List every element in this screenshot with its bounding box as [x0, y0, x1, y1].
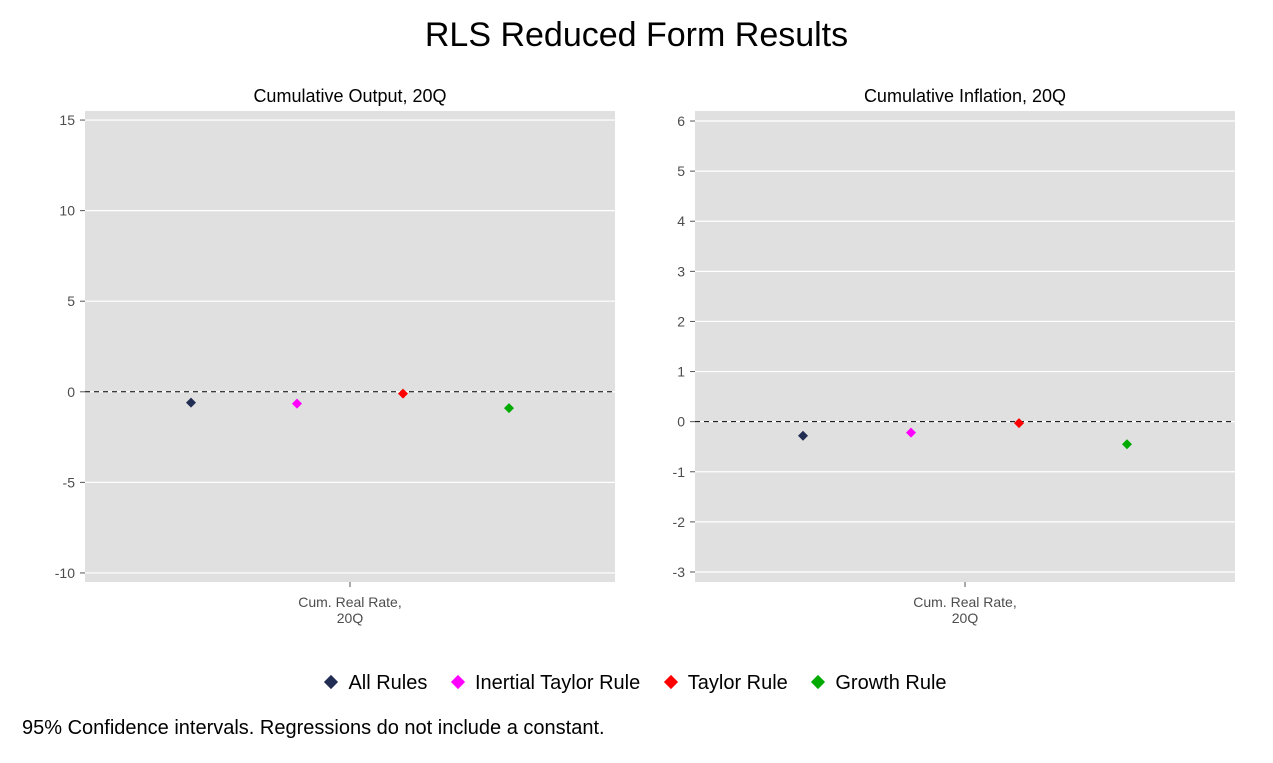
legend-item-all-rules: All Rules — [324, 672, 428, 695]
point-inertial-taylor — [292, 398, 302, 409]
caption: 95% Confidence intervals. Regressions do… — [22, 717, 605, 739]
legend-item-growth: Growth Rule — [811, 672, 947, 695]
chart-title: RLS Reduced Form Results — [424, 16, 849, 54]
legend-key-taylor — [663, 674, 678, 689]
x-tick-label: Cum. Real Rate, — [913, 594, 1016, 610]
point-all-rules — [186, 397, 196, 408]
x-tick-label: 20Q — [952, 610, 979, 626]
point-inertial-taylor — [906, 427, 916, 438]
y-tick-label: 5 — [677, 163, 685, 179]
panel-title: Cumulative Output, 20Q — [253, 86, 446, 106]
point-all-rules — [798, 430, 808, 441]
y-tick-label: 1 — [677, 364, 685, 380]
y-tick-label: 10 — [59, 203, 75, 219]
legend-item-inertial-taylor: Inertial Taylor Rule — [450, 672, 641, 695]
y-tick-label: 4 — [677, 213, 685, 229]
legend-label-inertial-taylor: Inertial Taylor Rule — [474, 672, 641, 694]
x-tick-label: 20Q — [337, 610, 364, 626]
y-tick-label: 0 — [67, 384, 75, 400]
x-tick-label: Cum. Real Rate, — [298, 594, 401, 610]
legend-label-taylor: Taylor Rule — [687, 672, 788, 694]
legend-key-inertial-taylor — [450, 674, 466, 689]
panel-title: Cumulative Inflation, 20Q — [864, 86, 1066, 106]
y-tick-label: 3 — [677, 263, 685, 279]
legend-label-growth: Growth Rule — [835, 672, 947, 694]
panel-output: Cumulative Output, 20Q -10 -5 0 5 10 15 Cum. Re… — [55, 86, 615, 626]
legend-item-taylor: Taylor Rule — [663, 672, 788, 695]
legend-label-all-rules: All Rules — [348, 672, 428, 694]
point-taylor — [398, 388, 408, 399]
y-tick-label: 15 — [59, 112, 75, 128]
legend-key-all-rules — [324, 674, 339, 689]
y-tick-label: -2 — [673, 514, 686, 530]
y-tick-label: 2 — [677, 313, 685, 329]
point-growth — [504, 403, 514, 414]
panel-background — [85, 111, 615, 582]
legend: All Rules Inertial Taylor Rule Taylor Ru… — [0, 672, 1273, 695]
legend-key-growth — [811, 674, 826, 689]
y-tick-label: -5 — [63, 474, 76, 490]
panel-inflation: Cumulative Inflation, 20Q -3 -2 -1 0 1 2 3 4 5 6 Cu… — [673, 86, 1235, 626]
y-tick-label: -1 — [673, 464, 686, 480]
point-growth — [1122, 439, 1132, 450]
y-tick-label: -10 — [55, 565, 75, 581]
y-tick-label: 5 — [67, 293, 75, 309]
y-tick-label: 0 — [677, 414, 685, 430]
y-tick-label: -3 — [673, 564, 686, 580]
panel-background — [695, 111, 1235, 582]
y-tick-label: 6 — [677, 113, 685, 129]
point-taylor — [1014, 418, 1024, 429]
